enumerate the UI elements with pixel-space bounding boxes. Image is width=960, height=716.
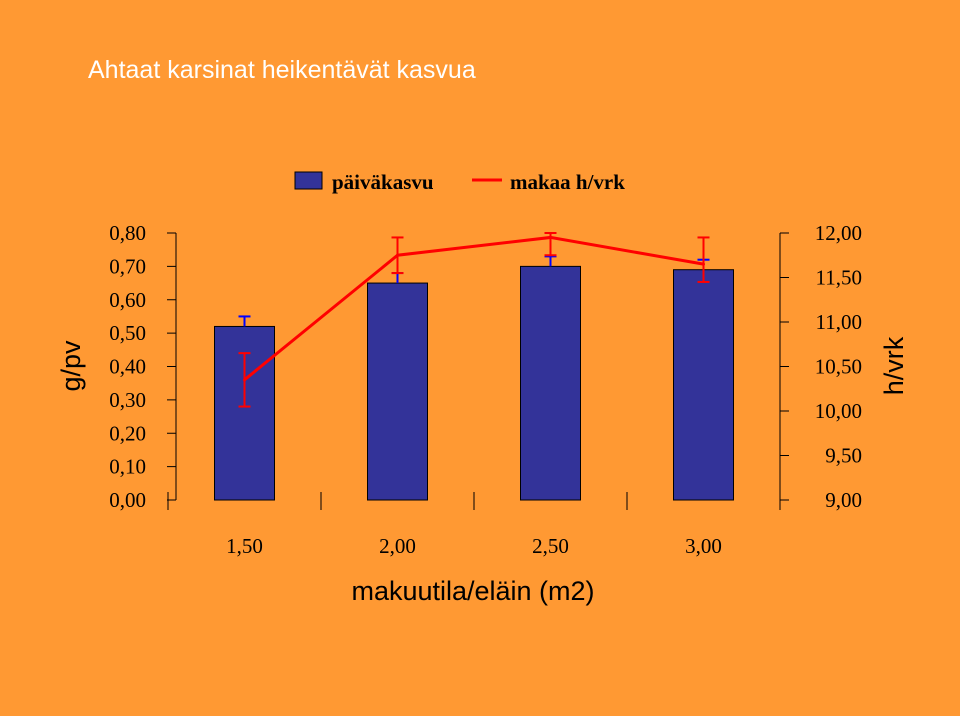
x-tick-label: 2,00 bbox=[379, 534, 416, 558]
bar bbox=[673, 269, 734, 501]
line-series-path bbox=[243, 235, 704, 382]
y2-tick-label: 11,50 bbox=[816, 266, 862, 290]
y2-tick-label: 12,00 bbox=[815, 221, 862, 245]
y-tick-label: 0,50 bbox=[109, 321, 146, 345]
y2-axis-title: h/vrk bbox=[879, 336, 909, 395]
axes: 0,00 0,10 0,20 0,30 0,40 0,50 0,60 0,70 0,80 9,00… bbox=[109, 221, 862, 558]
chart-title: Ahtaat karsinat heikentävät kasvua bbox=[88, 56, 476, 84]
y-tick-label: 0,80 bbox=[109, 221, 146, 245]
y-axis-title: g/pv bbox=[56, 340, 86, 392]
y2-tick-label: 10,00 bbox=[815, 399, 862, 423]
y2-tick-label: 11,00 bbox=[816, 310, 862, 334]
y2-tick-label: 10,50 bbox=[815, 355, 862, 379]
line-point bbox=[396, 253, 399, 257]
y2-tick-label: 9,50 bbox=[825, 444, 862, 468]
legend: päiväkasvu makaa h/vrk bbox=[294, 170, 625, 194]
y2-tick-label: 9,00 bbox=[825, 488, 862, 512]
line-point bbox=[549, 235, 552, 239]
line-series bbox=[238, 232, 710, 408]
x-tick-label: 3,00 bbox=[685, 534, 722, 558]
legend-label-line: makaa h/vrk bbox=[510, 170, 625, 194]
y-tick-label: 0,40 bbox=[109, 355, 146, 379]
line-point bbox=[702, 262, 705, 266]
y-tick-label: 0,10 bbox=[109, 455, 146, 479]
bar bbox=[367, 282, 428, 501]
x-tick-label: 2,50 bbox=[532, 534, 569, 558]
x-axis-title: makuutila/eläin (m2) bbox=[351, 576, 594, 606]
y-tick-label: 0,70 bbox=[109, 254, 146, 278]
bar bbox=[520, 265, 581, 501]
bars bbox=[214, 255, 734, 501]
y-tick-label: 0,60 bbox=[109, 288, 146, 312]
x-tick-label: 1,50 bbox=[226, 534, 263, 558]
legend-bar-swatch bbox=[294, 171, 323, 190]
y-tick-label: 0,30 bbox=[109, 388, 146, 412]
legend-label-bars: päiväkasvu bbox=[332, 170, 434, 194]
y-tick-label: 0,20 bbox=[109, 421, 146, 445]
y-tick-label: 0,00 bbox=[109, 488, 146, 512]
line-point bbox=[243, 378, 246, 382]
